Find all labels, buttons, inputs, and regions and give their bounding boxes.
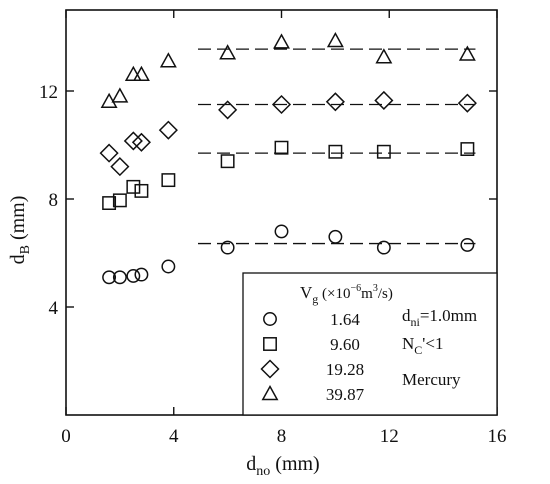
legend-marker-square [263, 337, 277, 351]
x-tick-label: 8 [277, 426, 287, 447]
legend-note-nozzle: dni=1.0mm [402, 306, 477, 329]
legend-marker-triangle [261, 384, 279, 401]
data-point-square [460, 142, 475, 157]
legend-note-capillary: NC'<1 [402, 334, 443, 357]
data-point-square [274, 140, 289, 155]
data-point-circle [126, 269, 141, 283]
legend-title-subscript: g [312, 292, 318, 306]
data-point-circle [460, 237, 475, 252]
data-point-diamond [158, 120, 178, 140]
x-tick-label: 12 [380, 426, 399, 447]
data-point-diamond [123, 131, 143, 151]
legend-entries: 1.64 9.60 19.28 39.87 [260, 310, 365, 404]
data-point-triangle [375, 48, 393, 64]
y-axis-subscript: B [18, 245, 33, 254]
x-tick-label: 16 [488, 426, 507, 447]
data-markers [99, 32, 477, 285]
fit-lines [197, 48, 476, 245]
y-tick-label: 8 [49, 190, 59, 211]
legend-label: 19.28 [326, 360, 364, 379]
x-tick-label: 4 [169, 426, 179, 447]
data-point-triangle [219, 44, 237, 60]
data-point-diamond [271, 94, 292, 115]
data-point-circle [328, 229, 343, 244]
data-point-triangle [458, 45, 476, 61]
data-point-square [328, 144, 343, 159]
data-point-square [102, 196, 117, 211]
data-point-diamond [374, 90, 394, 111]
data-point-triangle [273, 33, 290, 49]
legend: Vg (×10−6m3/s) 1.64 9.60 19.28 39.87 dni=1.… [242, 272, 498, 416]
data-point-circle [102, 270, 117, 285]
data-point-square [220, 154, 235, 169]
data-point-triangle [124, 65, 142, 82]
data-point-circle [220, 240, 235, 255]
data-point-triangle [326, 32, 344, 48]
legend-marker-circle [263, 312, 277, 326]
legend-note-liquid: Mercury [402, 370, 461, 389]
data-point-circle [112, 270, 127, 285]
data-point-square [134, 183, 149, 198]
data-point-triangle [111, 87, 129, 103]
data-point-triangle [132, 65, 150, 82]
x-axis-subscript: no [256, 464, 270, 479]
data-point-circle [161, 259, 176, 274]
data-point-square [376, 144, 391, 159]
data-point-square [161, 173, 176, 188]
legend-marker-diamond [260, 359, 280, 379]
data-point-square [126, 179, 141, 194]
data-point-diamond [457, 93, 477, 113]
data-point-diamond [325, 92, 345, 112]
x-tick-label: 0 [61, 426, 71, 447]
y-tick-label: 4 [49, 298, 59, 319]
y-tick-label: 12 [39, 82, 58, 103]
legend-label: 1.64 [330, 310, 360, 329]
legend-label: 39.87 [326, 385, 365, 404]
y-axis-title: dB (mm) [7, 196, 33, 265]
legend-box [242, 272, 498, 416]
data-point-circle [274, 224, 289, 239]
legend-label: 9.60 [330, 335, 360, 354]
x-axis-title: dno (mm) [246, 453, 319, 479]
data-point-circle [134, 267, 149, 282]
data-point-diamond [218, 100, 238, 120]
data-point-circle [376, 240, 391, 255]
data-point-diamond [99, 143, 119, 163]
data-point-square [112, 193, 127, 208]
legend-title: Vg (×10−6m3/s) [300, 283, 393, 306]
data-point-diamond [110, 157, 130, 177]
data-point-triangle [159, 52, 177, 68]
data-point-diamond [131, 132, 151, 152]
